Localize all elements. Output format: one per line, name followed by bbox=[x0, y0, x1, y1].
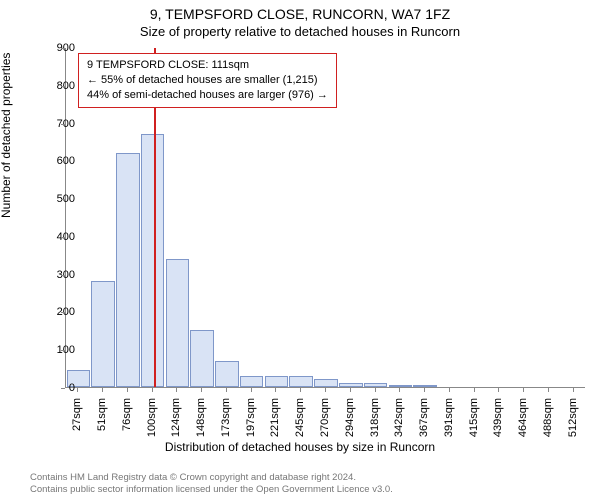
histogram-bar bbox=[166, 259, 190, 387]
histogram-bar bbox=[141, 134, 165, 387]
y-tick-label: 700 bbox=[35, 118, 75, 130]
histogram-bar bbox=[91, 281, 115, 387]
y-tick-mark bbox=[61, 350, 65, 351]
x-tick-mark bbox=[275, 388, 276, 392]
y-tick-mark bbox=[61, 275, 65, 276]
histogram-bar bbox=[389, 385, 413, 387]
y-tick-label: 800 bbox=[35, 80, 75, 92]
x-tick-mark bbox=[573, 388, 574, 392]
x-tick-mark bbox=[251, 388, 252, 392]
x-tick-mark bbox=[226, 388, 227, 392]
y-tick-label: 300 bbox=[35, 269, 75, 281]
x-tick-mark bbox=[375, 388, 376, 392]
y-axis-label: Number of detached properties bbox=[0, 53, 13, 218]
credits-line-2: Contains public sector information licen… bbox=[30, 484, 393, 496]
histogram-bar bbox=[240, 376, 264, 387]
x-tick-mark bbox=[548, 388, 549, 392]
annotation-box: 9 TEMPSFORD CLOSE: 111sqm ← 55% of detac… bbox=[78, 53, 337, 108]
y-tick-label: 500 bbox=[35, 193, 75, 205]
x-tick-mark bbox=[399, 388, 400, 392]
histogram-bar bbox=[116, 153, 140, 387]
y-tick-label: 900 bbox=[35, 42, 75, 54]
x-tick-mark bbox=[77, 388, 78, 392]
x-tick-mark bbox=[127, 388, 128, 392]
x-tick-mark bbox=[300, 388, 301, 392]
y-tick-mark bbox=[61, 199, 65, 200]
histogram-bar bbox=[314, 379, 338, 387]
x-tick-mark bbox=[102, 388, 103, 392]
x-tick-mark bbox=[498, 388, 499, 392]
annotation-line-1: 9 TEMPSFORD CLOSE: 111sqm bbox=[87, 58, 328, 73]
y-tick-label: 100 bbox=[35, 344, 75, 356]
x-tick-mark bbox=[152, 388, 153, 392]
histogram-bar bbox=[413, 385, 437, 387]
x-tick-mark bbox=[424, 388, 425, 392]
y-tick-mark bbox=[61, 86, 65, 87]
histogram-bar bbox=[190, 330, 214, 387]
histogram-bar bbox=[265, 376, 289, 387]
histogram-bar bbox=[339, 383, 363, 387]
y-tick-mark bbox=[61, 237, 65, 238]
y-tick-mark bbox=[61, 161, 65, 162]
y-tick-mark bbox=[61, 124, 65, 125]
histogram-bar bbox=[289, 376, 313, 387]
x-tick-mark bbox=[350, 388, 351, 392]
y-tick-mark bbox=[61, 312, 65, 313]
credits-line-1: Contains HM Land Registry data © Crown c… bbox=[30, 472, 393, 484]
x-tick-mark bbox=[325, 388, 326, 392]
y-tick-label: 400 bbox=[35, 231, 75, 243]
x-tick-mark bbox=[449, 388, 450, 392]
histogram-bar bbox=[364, 383, 388, 387]
address-title: 9, TEMPSFORD CLOSE, RUNCORN, WA7 1FZ bbox=[0, 6, 600, 22]
annotation-line-2: ← 55% of detached houses are smaller (1,… bbox=[87, 73, 328, 88]
chart-subtitle: Size of property relative to detached ho… bbox=[0, 24, 600, 39]
y-tick-mark bbox=[61, 388, 65, 389]
y-tick-mark bbox=[61, 48, 65, 49]
x-tick-mark bbox=[474, 388, 475, 392]
y-tick-label: 0 bbox=[35, 382, 75, 394]
x-tick-mark bbox=[176, 388, 177, 392]
credits-text: Contains HM Land Registry data © Crown c… bbox=[30, 472, 393, 496]
y-tick-label: 200 bbox=[35, 306, 75, 318]
x-tick-mark bbox=[201, 388, 202, 392]
histogram-bar bbox=[215, 361, 239, 387]
histogram-plot-area: 9 TEMPSFORD CLOSE: 111sqm ← 55% of detac… bbox=[65, 48, 585, 388]
x-tick-mark bbox=[523, 388, 524, 392]
x-axis-label: Distribution of detached houses by size … bbox=[0, 440, 600, 454]
annotation-line-3: 44% of semi-detached houses are larger (… bbox=[87, 88, 328, 103]
y-tick-label: 600 bbox=[35, 155, 75, 167]
